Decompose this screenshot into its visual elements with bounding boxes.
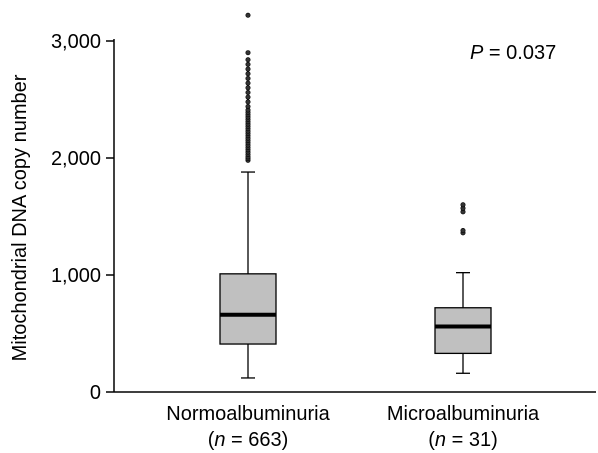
box-series <box>219 12 492 379</box>
outlier-point <box>245 61 251 67</box>
axes <box>113 39 596 393</box>
p-value-symbol: P <box>470 42 484 64</box>
y-tick-label: 1,000 <box>51 265 101 287</box>
p-value-annotation: P = 0.037 <box>470 42 556 64</box>
y-tick-label: 0 <box>90 382 101 404</box>
outlier-point <box>245 94 251 100</box>
iqr-box <box>434 307 492 355</box>
outlier-point <box>245 12 251 18</box>
outlier-point <box>245 71 251 77</box>
y-tick-label: 2,000 <box>51 148 101 170</box>
outlier-point <box>245 89 251 95</box>
outlier-point <box>245 99 251 105</box>
outlier-point <box>245 57 251 63</box>
x-tick-labels: Normoalbuminuria (n = 663) Microalbuminuri… <box>166 403 540 451</box>
outlier-point <box>460 228 466 234</box>
outlier-point <box>245 85 251 91</box>
outlier-point <box>245 80 251 86</box>
box-group-normoalbuminuria <box>219 12 277 379</box>
x-category-label: Normoalbuminuria <box>166 403 330 425</box>
x-category-label: Microalbuminuria <box>387 403 540 425</box>
iqr-box <box>219 273 277 345</box>
outlier-point <box>460 202 466 208</box>
outlier-point <box>245 104 251 110</box>
box-group-microalbuminuria <box>434 202 492 374</box>
y-ticks: 0 1,000 2,000 3,000 <box>51 31 114 404</box>
x-sample-size-label: (n = 31) <box>428 429 498 451</box>
y-tick-label: 3,000 <box>51 31 101 53</box>
outlier-point <box>245 75 251 81</box>
y-axis-title: Mitochondrial DNA copy number <box>9 74 31 361</box>
x-sample-size-label: (n = 663) <box>208 429 289 451</box>
outlier-point <box>245 66 251 72</box>
p-value-text: = 0.037 <box>483 42 556 64</box>
outlier-point <box>245 50 251 56</box>
